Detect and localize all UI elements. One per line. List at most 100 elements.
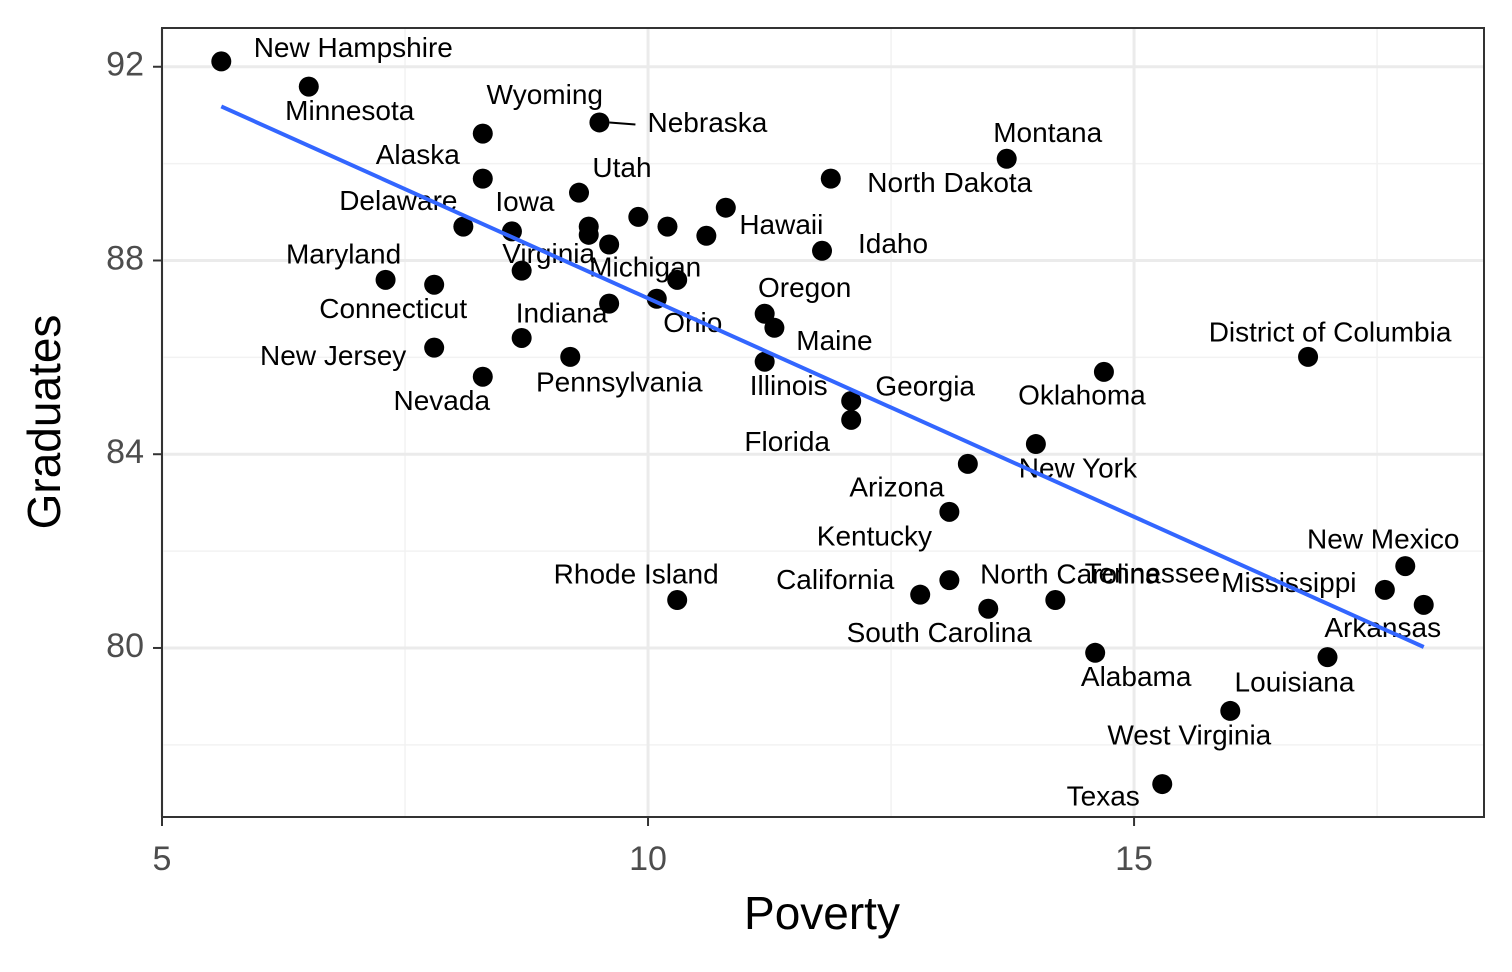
point-label: Rhode Island — [554, 558, 719, 589]
point — [1025, 434, 1046, 455]
point — [1298, 346, 1319, 367]
point — [578, 224, 599, 245]
point-label: North Carolina — [980, 559, 1161, 590]
point-label: Wyoming — [487, 79, 603, 110]
point — [996, 148, 1017, 169]
point-label: Connecticut — [319, 293, 467, 324]
point — [628, 206, 649, 227]
point — [939, 501, 960, 522]
point — [657, 216, 678, 237]
point — [754, 351, 775, 372]
y-tick-label: 84 — [106, 433, 144, 471]
point — [472, 168, 493, 189]
point — [1045, 590, 1066, 611]
point-label: Maine — [796, 325, 872, 356]
point — [957, 453, 978, 474]
point-label: Ohio — [663, 307, 722, 338]
point-label: Oregon — [758, 272, 851, 303]
point-label: Mississippi — [1221, 567, 1356, 598]
point — [1374, 579, 1395, 600]
point — [375, 269, 396, 290]
point — [754, 303, 775, 324]
y-axis-title: Graduates — [18, 315, 70, 530]
point — [211, 51, 232, 72]
point-label: West Virginia — [1107, 719, 1271, 750]
x-axis-title: Poverty — [744, 887, 900, 939]
x-tick-label: 10 — [629, 840, 667, 878]
point — [589, 112, 610, 133]
point-label: Tennessee — [1085, 557, 1220, 588]
point-label: New Jersey — [260, 340, 406, 371]
point — [939, 570, 960, 591]
point-label: Maryland — [286, 238, 401, 269]
point — [667, 590, 688, 611]
point-label: Idaho — [858, 228, 928, 259]
point — [472, 123, 493, 144]
point-label: New Hampshire — [254, 32, 453, 63]
point — [696, 225, 717, 246]
point — [472, 366, 493, 387]
point-label: Kentucky — [817, 520, 932, 551]
point-label: Arizona — [849, 471, 944, 502]
point — [298, 76, 319, 97]
point — [1317, 647, 1338, 668]
point — [820, 168, 841, 189]
point-label: District of Columbia — [1209, 316, 1452, 347]
point-label: Alaska — [376, 139, 460, 170]
point-label: Indiana — [516, 297, 608, 328]
label-connector — [609, 121, 636, 126]
point — [667, 269, 688, 290]
point — [1395, 556, 1416, 577]
point — [1220, 700, 1241, 721]
point-label: North Dakota — [867, 167, 1032, 198]
point-label: Alabama — [1081, 661, 1192, 692]
point-label: California — [776, 564, 895, 595]
point — [560, 346, 581, 367]
point-label: Pennsylvania — [536, 366, 703, 397]
point-label: Delaware — [339, 185, 457, 216]
point — [569, 182, 590, 203]
point-label: New York — [1019, 452, 1138, 483]
point — [511, 260, 532, 281]
fit-line — [220, 104, 1425, 649]
point — [453, 216, 474, 237]
point-label: Georgia — [875, 370, 975, 401]
y-tick-label: 92 — [106, 46, 144, 84]
panel-border — [161, 27, 1485, 818]
point — [841, 409, 862, 430]
point — [764, 317, 785, 338]
point — [511, 327, 532, 348]
point-label: Michigan — [589, 251, 701, 282]
point — [841, 390, 862, 411]
point — [1093, 361, 1114, 382]
point-label: Louisiana — [1235, 667, 1355, 698]
x-tick-label: 15 — [1115, 840, 1153, 878]
point — [424, 274, 445, 295]
point-label: Hawaii — [739, 209, 823, 240]
point-label: Oklahoma — [1018, 379, 1146, 410]
point-label: Minnesota — [285, 95, 415, 126]
x-tick-label: 5 — [153, 840, 172, 878]
y-tick-label: 88 — [106, 239, 144, 277]
point-label: Florida — [744, 426, 830, 457]
point — [1152, 774, 1173, 795]
point-label: Montana — [993, 117, 1102, 148]
point — [1085, 642, 1106, 663]
y-tick-label: 80 — [106, 627, 144, 665]
point-label: South Carolina — [847, 617, 1033, 648]
point — [599, 293, 620, 314]
point — [910, 584, 931, 605]
point-label: Nebraska — [648, 107, 768, 138]
point-label: Texas — [1067, 780, 1140, 811]
point-label: Iowa — [495, 186, 555, 217]
point-label: New Mexico — [1307, 523, 1459, 554]
point — [1413, 594, 1434, 615]
point — [978, 598, 999, 619]
point — [424, 337, 445, 358]
point — [812, 240, 833, 261]
point — [715, 197, 736, 218]
point-label: Utah — [592, 152, 651, 183]
point — [599, 234, 620, 255]
